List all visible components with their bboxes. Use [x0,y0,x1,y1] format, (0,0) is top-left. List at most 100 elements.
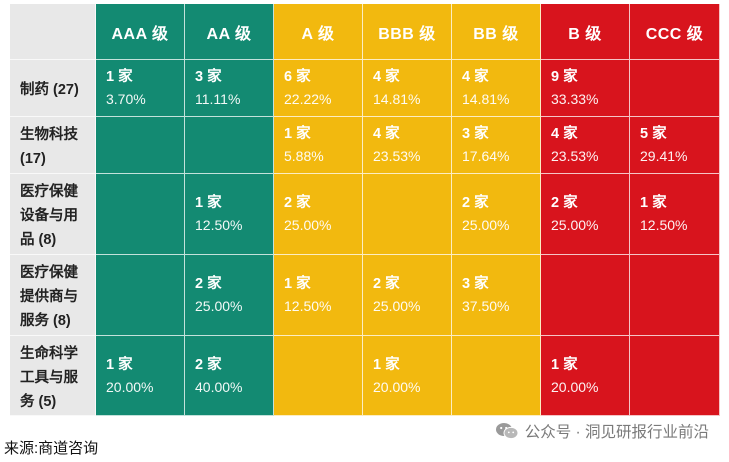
table-cell: 1 家 20.00% [363,336,452,416]
table-cell: 3 家 17.64% [452,117,541,174]
cell-percent: 17.64% [462,148,510,164]
cell-count: 2 家 [462,195,489,211]
cell-percent: 33.33% [551,91,599,107]
table-cell: 1 家 3.70% [96,60,185,117]
table-cell [274,336,363,416]
table-cell: 1 家 20.00% [96,336,185,416]
table-cell [452,336,541,416]
table-cell: 1 家 12.50% [274,255,363,336]
cell-percent: 29.41% [640,148,688,164]
cell-count: 1 家 [640,195,667,211]
table-cell: 4 家 23.53% [541,117,630,174]
cell-percent: 3.70% [106,91,146,107]
cell-count: 1 家 [106,356,133,373]
cell-count: 4 家 [551,126,578,142]
table-cell [185,117,274,174]
table-cell: 2 家 25.00% [452,174,541,255]
cell-percent: 12.50% [640,217,688,233]
column-header: AAA 级 [96,4,185,60]
wechat-icon [495,423,519,440]
cell-count: 4 家 [462,69,489,85]
table-cell: 4 家 14.81% [363,60,452,117]
table-cell: 2 家 25.00% [363,255,452,336]
cell-count: 2 家 [373,276,400,292]
cell-count: 1 家 [195,195,222,211]
cell-percent: 23.53% [551,148,599,164]
table-cell: 4 家 14.81% [452,60,541,117]
table-cell: 2 家 25.00% [541,174,630,255]
row-label-line: 设备与用 [20,208,78,224]
table-cell [630,255,720,336]
row-label-line: (17) [20,151,46,167]
cell-percent: 14.81% [373,91,421,107]
cell-percent: 25.00% [373,298,421,314]
table-cell: 2 家 25.00% [185,255,274,336]
cell-percent: 20.00% [551,378,599,395]
cell-percent: 12.50% [284,298,332,314]
cell-percent: 20.00% [106,378,154,395]
cell-count: 3 家 [195,69,222,85]
column-header: A 级 [274,4,363,60]
table-cell: 9 家 33.33% [541,60,630,117]
column-header: CCC 级 [630,4,720,60]
row-label-line: 务 (5) [20,393,57,410]
table-cell: 1 家 12.50% [185,174,274,255]
cell-count: 2 家 [551,195,578,211]
row-label-line: 医疗保健 [20,184,78,200]
table-cell: 3 家 37.50% [452,255,541,336]
cell-percent: 25.00% [284,217,332,233]
column-header: B 级 [541,4,630,60]
cell-count: 3 家 [462,126,489,142]
table-cell: 1 家 5.88% [274,117,363,174]
cell-count: 2 家 [195,356,222,373]
row-label: 制药 (27) [10,60,96,117]
column-header: BB 级 [452,4,541,60]
row-label: 生命科学工具与服务 (5) [10,336,96,416]
cell-percent: 5.88% [284,148,324,164]
cell-count: 4 家 [373,69,400,85]
cell-count: 5 家 [640,126,667,142]
cell-percent: 25.00% [462,217,510,233]
cell-count: 4 家 [373,126,400,142]
row-label-line: 生命科学 [20,345,78,362]
cell-count: 9 家 [551,69,578,85]
column-header: BBB 级 [363,4,452,60]
cell-percent: 12.50% [195,217,243,233]
row-label: 医疗保健设备与用品 (8) [10,174,96,255]
cell-count: 1 家 [373,356,400,373]
table-cell [630,60,720,117]
cell-percent: 20.00% [373,378,421,395]
table-cell: 1 家 12.50% [630,174,720,255]
table-cell: 2 家 25.00% [274,174,363,255]
table-cell [96,255,185,336]
cell-count: 1 家 [106,69,133,85]
table-cell: 6 家 22.22% [274,60,363,117]
cell-percent: 25.00% [195,298,243,314]
row-label-line: 品 (8) [20,232,57,248]
row-label-line: 提供商与 [20,289,78,305]
table-cell [541,255,630,336]
table-cell: 2 家 40.00% [185,336,274,416]
table-cell: 5 家 29.41% [630,117,720,174]
table-cell [630,336,720,416]
column-header: AA 级 [185,4,274,60]
cell-count: 1 家 [284,276,311,292]
cell-percent: 23.53% [373,148,421,164]
row-label: 生物科技 (17) [10,117,96,174]
cell-count: 2 家 [284,195,311,211]
watermark: 公众号 · 洞见研报行业前沿 [495,420,709,442]
table-cell: 3 家 11.11% [185,60,274,117]
table-cell [96,117,185,174]
cell-percent: 11.11% [195,91,241,107]
row-label: 医疗保健 提供商与 服务 (8) [10,255,96,336]
cell-count: 6 家 [284,69,311,85]
row-label-line: 医疗保健 [20,265,78,281]
row-label-line: 制药 (27) [20,82,79,98]
row-label-line: 工具与服 [20,369,78,386]
source-note: 来源:商道咨询 [4,440,99,457]
cell-count: 3 家 [462,276,489,292]
table-cell: 4 家 23.53% [363,117,452,174]
cell-count: 1 家 [284,126,311,142]
table-cell [96,174,185,255]
row-label-line: 生物科技 [20,127,78,143]
